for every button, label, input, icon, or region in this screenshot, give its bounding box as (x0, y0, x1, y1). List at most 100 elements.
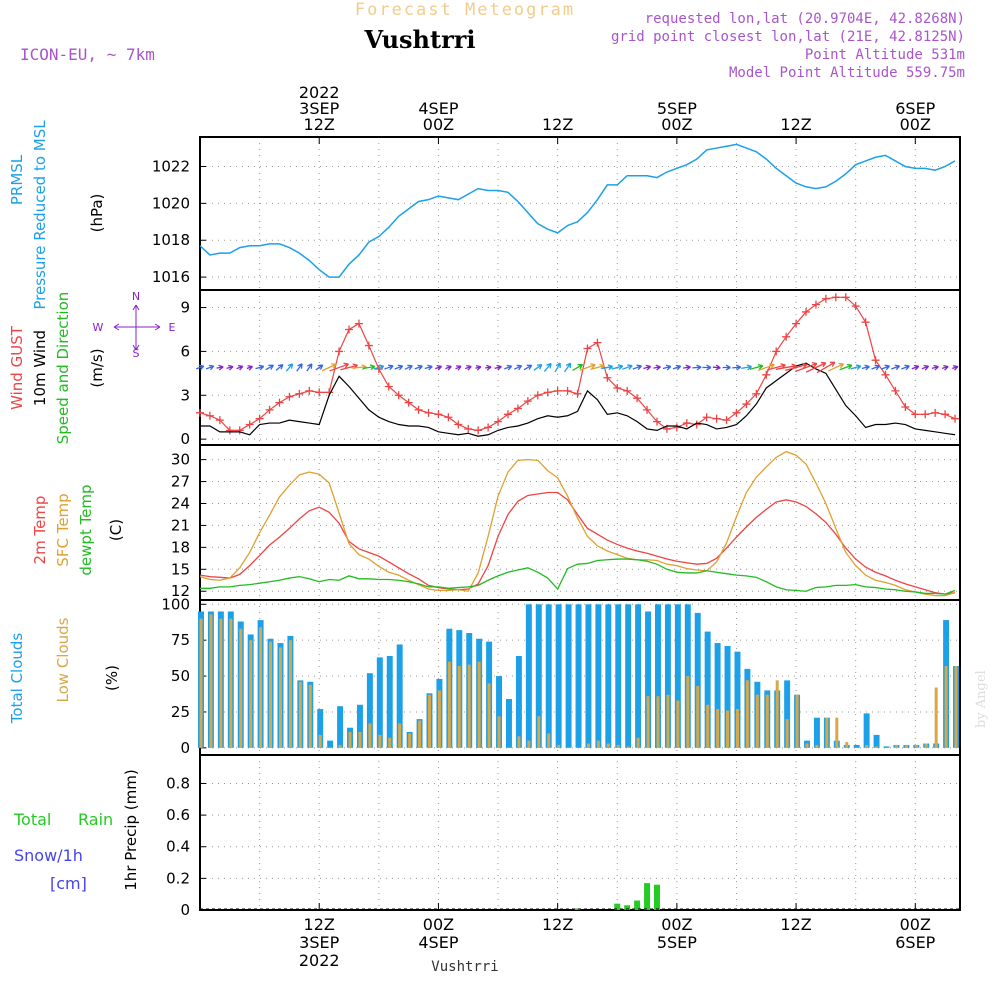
wind-gust-marker (613, 383, 622, 392)
low-cloud-bar (904, 744, 908, 748)
total-cloud-bar (645, 611, 652, 748)
total-cloud-bar (625, 604, 632, 748)
wind-gust-marker (633, 394, 642, 403)
total-cloud-bar (714, 643, 721, 748)
y-tick-label: 0.6 (166, 806, 190, 824)
wind-gust-marker (553, 386, 562, 395)
total-cloud-bar (605, 604, 612, 748)
wind-direction-arrow (653, 364, 661, 371)
x-tick-label-top: 6SEP (895, 99, 935, 118)
low-cloud-bar (646, 696, 650, 748)
total-cloud-bar (724, 645, 731, 748)
wind-direction-arrow (590, 363, 605, 370)
y-tick-label: 15 (171, 560, 190, 578)
total-cloud-bar (694, 612, 701, 748)
temp-unit: (C) (107, 519, 125, 541)
x-tick-label-top: 2022 (299, 83, 340, 102)
low-cloud-bar (666, 694, 670, 748)
low-cloud-bar (547, 733, 551, 748)
total-cloud-bar (396, 644, 403, 748)
wind-direction-arrow (226, 364, 234, 371)
low-cloud-bar (586, 743, 590, 748)
wind-direction-arrow (306, 363, 313, 372)
y-tick-label: 30 (171, 451, 190, 469)
wind-direction-arrow (236, 364, 244, 371)
wind-speed-direction-label: Speed and Direction (54, 292, 72, 445)
x-tick-label-top: 12Z (780, 115, 811, 134)
location-title: Vushtrri (364, 25, 476, 54)
wind-direction-arrow (255, 364, 265, 371)
x-tick-label-bottom: 4SEP (418, 933, 458, 952)
low-cloud-bar (924, 743, 928, 748)
wind-gust-marker (315, 388, 324, 397)
wind-gust-marker (652, 417, 661, 426)
pressure-label-msl: Pressure Reduced to MSL (31, 120, 49, 310)
total-cloud-bar (784, 680, 791, 748)
x-tick-label-bottom: 00Z (900, 915, 931, 934)
wind-direction-arrow (741, 364, 753, 371)
wind-gust-marker (215, 416, 224, 425)
low-cloud-bar (606, 743, 610, 748)
total-cloud-bar (863, 713, 870, 748)
wind-gust-marker (623, 386, 632, 395)
rain-bar (654, 884, 660, 910)
low-cloud-bar (288, 640, 292, 748)
x-tick-label-top: 3SEP (299, 99, 339, 118)
wind-gust-marker (354, 319, 363, 328)
wind-direction-arrow (621, 364, 633, 370)
wind-direction-arrow (285, 363, 294, 372)
low-cloud-bar (199, 618, 203, 748)
y-tick-label: 0.8 (166, 774, 190, 792)
low-cloud-bar (636, 737, 640, 748)
low-cloud-bar (457, 666, 461, 748)
wind-direction-arrow (861, 364, 870, 371)
footer-location: Vushtrri (431, 959, 498, 975)
y-tick-label: 50 (171, 667, 190, 685)
wind-direction-arrow (850, 364, 862, 371)
total-cloud-bar (496, 676, 503, 748)
wind-direction-arrow (839, 363, 853, 371)
wind-gust-marker (672, 423, 681, 432)
low-cloud-bar (517, 736, 521, 748)
low-cloud-bar (527, 740, 531, 748)
wind-direction-arrow (494, 364, 502, 371)
y-tick-label: 0 (180, 901, 190, 919)
point-altitude: Point Altitude 531m (805, 47, 965, 63)
wind-direction-arrow (672, 364, 682, 371)
wind-direction-arrow (362, 364, 376, 371)
wind-gust-marker (563, 386, 572, 395)
low-cloud-bar (259, 627, 263, 748)
wind-direction-arrow (702, 364, 712, 371)
total-cloud-bar (376, 657, 383, 748)
low-cloud-bar (825, 717, 829, 748)
low-cloud-bar (437, 690, 441, 748)
wind-gust-marker (901, 402, 910, 411)
low-cloud-bar (477, 661, 481, 748)
low-cloud-bar (706, 704, 710, 748)
y-tick-label: 12 (171, 582, 190, 600)
y-tick-label: 18 (171, 538, 190, 556)
wind-gust-marker (752, 389, 761, 398)
wind-gust-marker (871, 356, 880, 365)
wind-direction-arrow (712, 364, 721, 371)
wind-gust-marker (951, 414, 960, 423)
wind-direction-arrow (881, 364, 890, 371)
x-tick-label-bottom: 00Z (661, 915, 692, 934)
temp-2m-label: 2m Temp (31, 496, 49, 565)
wind-direction-arrow (871, 364, 881, 371)
wind-direction-arrow (465, 365, 472, 371)
y-tick-label: 0 (180, 739, 190, 757)
total-cloud-bar (575, 604, 582, 748)
wind-direction-arrow (692, 364, 702, 371)
wind-direction-arrow (275, 364, 284, 371)
wind-direction-arrow (205, 364, 215, 371)
wind-direction-arrow (757, 363, 775, 372)
temp-sfc-line (199, 450, 956, 597)
low-cloud-bar (875, 746, 879, 748)
wind-gust-marker (722, 416, 731, 425)
wind-gust-marker (712, 414, 721, 423)
wind-direction-arrow (435, 364, 443, 371)
low-cloud-bar (805, 743, 809, 748)
wind-gust-marker (513, 404, 522, 413)
